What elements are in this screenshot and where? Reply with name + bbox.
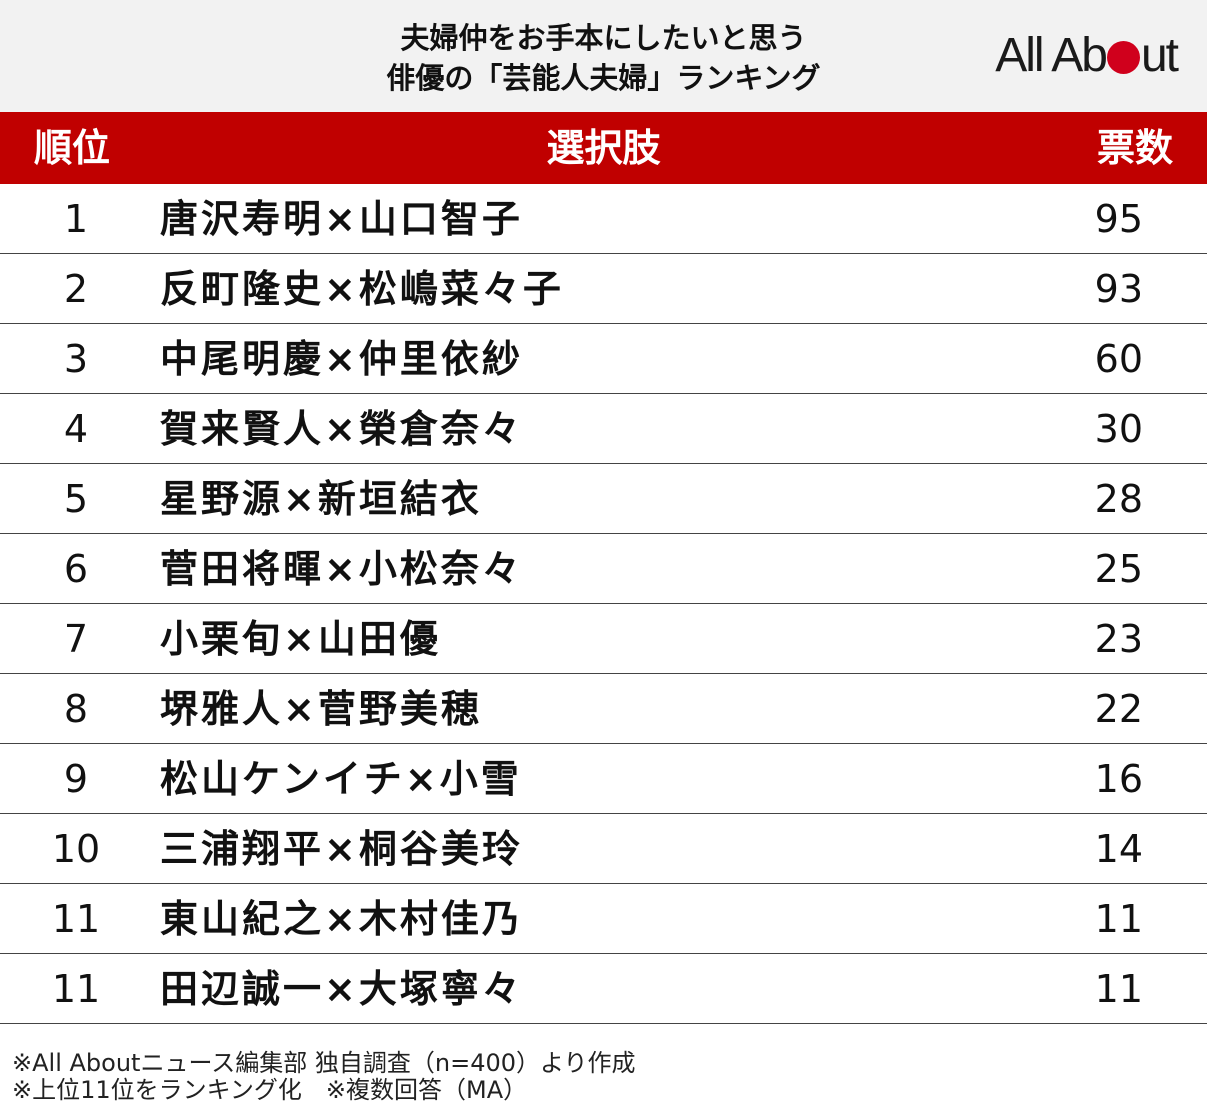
table-row: 4 賀来賢人×榮倉奈々 30 [0, 394, 1207, 464]
table-row: 11 東山紀之×木村佳乃 11 [0, 884, 1207, 954]
rank-cell: 11 [51, 967, 101, 1011]
rank-cell: 1 [63, 197, 89, 241]
table-header: 選択肢 順位 票数 [0, 112, 1207, 184]
ranking-table-body: 1 唐沢寿明×山口智子 95 2 反町隆史×松嶋菜々子 93 3 中尾明慶×仲里依紗 60 4 賀来… [0, 184, 1207, 1024]
choice-cell: 星野源×新垣結衣 [160, 477, 482, 521]
rank-cell: 8 [63, 687, 89, 731]
votes-cell: 23 [1094, 617, 1143, 661]
votes-cell: 22 [1094, 687, 1143, 731]
chart-title: 夫婦仲をお手本にしたいと思う 俳優の「芸能人夫婦」ランキング [0, 18, 1207, 98]
votes-cell: 30 [1094, 407, 1143, 451]
votes-cell: 25 [1094, 547, 1143, 591]
votes-cell: 16 [1094, 757, 1143, 801]
choice-cell: 堺雅人×菅野美穂 [160, 687, 482, 731]
votes-cell: 95 [1094, 197, 1143, 241]
table-row: 7 小栗旬×山田優 23 [0, 604, 1207, 674]
logo-text-end: ut [1140, 29, 1179, 82]
logo-red-dot-icon [1106, 41, 1140, 74]
allabout-logo: All Ab ut [995, 29, 1179, 82]
rank-cell: 3 [63, 337, 89, 381]
rank-cell: 4 [63, 407, 89, 451]
footnotes: ※All Aboutニュース編集部 独自調査（n=400）より作成 ※上位11位… [12, 1050, 636, 1104]
rank-cell: 10 [51, 827, 101, 871]
column-header-choice: 選択肢 [546, 126, 661, 170]
choice-cell: 松山ケンイチ×小雪 [160, 757, 522, 801]
table-row: 5 星野源×新垣結衣 28 [0, 464, 1207, 534]
votes-cell: 14 [1094, 827, 1143, 871]
title-line-2: 俳優の「芸能人夫婦」ランキング [386, 61, 821, 95]
table-row: 3 中尾明慶×仲里依紗 60 [0, 324, 1207, 394]
footnote-source: ※All Aboutニュース編集部 独自調査（n=400）より作成 [12, 1049, 636, 1077]
rank-cell: 11 [51, 897, 101, 941]
logo-text-start: All Ab [995, 29, 1108, 82]
votes-cell: 60 [1094, 337, 1143, 381]
choice-cell: 小栗旬×山田優 [160, 617, 441, 661]
choice-cell: 三浦翔平×桐谷美玲 [160, 827, 523, 871]
choice-cell: 田辺誠一×大塚寧々 [160, 967, 523, 1011]
rank-cell: 5 [63, 477, 89, 521]
column-header-votes: 票数 [1096, 126, 1173, 170]
votes-cell: 11 [1094, 967, 1143, 1011]
choice-cell: 菅田将暉×小松奈々 [160, 547, 523, 591]
votes-cell: 11 [1094, 897, 1143, 941]
votes-cell: 93 [1094, 267, 1143, 311]
rank-cell: 6 [63, 547, 89, 591]
table-row: 1 唐沢寿明×山口智子 95 [0, 184, 1207, 254]
title-area: 夫婦仲をお手本にしたいと思う 俳優の「芸能人夫婦」ランキング All Ab ut [0, 0, 1207, 112]
choice-cell: 中尾明慶×仲里依紗 [160, 337, 523, 381]
column-header-rank: 順位 [34, 126, 111, 170]
table-row: 2 反町隆史×松嶋菜々子 93 [0, 254, 1207, 324]
table-row: 11 田辺誠一×大塚寧々 11 [0, 954, 1207, 1024]
footnote-method: ※上位11位をランキング化 ※複数回答（MA） [12, 1076, 528, 1104]
rank-cell: 9 [63, 757, 89, 801]
table-row: 8 堺雅人×菅野美穂 22 [0, 674, 1207, 744]
votes-cell: 28 [1094, 477, 1143, 521]
choice-cell: 反町隆史×松嶋菜々子 [160, 267, 564, 311]
rank-cell: 7 [63, 617, 89, 661]
rank-cell: 2 [63, 267, 89, 311]
choice-cell: 東山紀之×木村佳乃 [160, 897, 523, 941]
table-row: 6 菅田将暉×小松奈々 25 [0, 534, 1207, 604]
choice-cell: 賀来賢人×榮倉奈々 [160, 407, 523, 451]
table-row: 10 三浦翔平×桐谷美玲 14 [0, 814, 1207, 884]
table-row: 9 松山ケンイチ×小雪 16 [0, 744, 1207, 814]
choice-cell: 唐沢寿明×山口智子 [160, 197, 523, 241]
title-line-1: 夫婦仲をお手本にしたいと思う [400, 21, 807, 55]
